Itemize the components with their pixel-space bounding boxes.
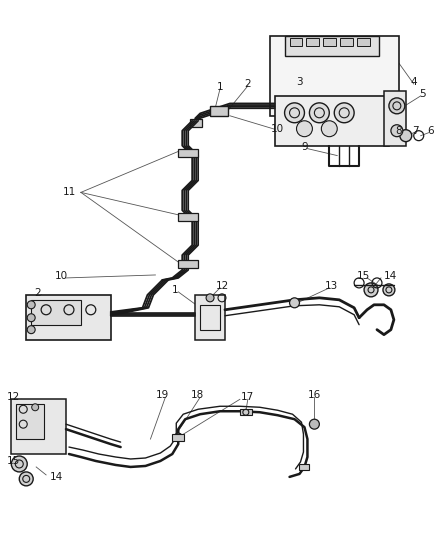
Bar bbox=[300, 464, 309, 470]
Text: 10: 10 bbox=[271, 124, 284, 134]
Circle shape bbox=[27, 314, 35, 322]
Text: 13: 13 bbox=[325, 281, 338, 291]
Circle shape bbox=[290, 298, 300, 308]
Bar bbox=[340, 38, 353, 46]
Bar bbox=[240, 409, 252, 415]
Bar bbox=[178, 149, 198, 157]
Bar bbox=[16, 404, 44, 439]
Bar bbox=[200, 305, 220, 330]
Bar bbox=[210, 106, 228, 116]
Circle shape bbox=[389, 98, 405, 114]
Circle shape bbox=[27, 301, 35, 309]
Circle shape bbox=[364, 283, 378, 297]
Text: 12: 12 bbox=[215, 281, 229, 291]
Text: 14: 14 bbox=[384, 271, 398, 281]
Circle shape bbox=[321, 121, 337, 136]
Bar bbox=[26, 295, 111, 340]
Text: 5: 5 bbox=[420, 89, 426, 99]
Text: 6: 6 bbox=[427, 126, 434, 136]
Text: 2: 2 bbox=[34, 288, 40, 298]
Text: 15: 15 bbox=[7, 456, 20, 466]
Circle shape bbox=[309, 419, 319, 429]
Bar bbox=[195, 295, 225, 340]
Text: 4: 4 bbox=[410, 77, 417, 87]
Circle shape bbox=[27, 326, 35, 334]
Circle shape bbox=[174, 433, 182, 441]
Bar bbox=[178, 260, 198, 268]
Text: 9: 9 bbox=[301, 142, 308, 151]
Text: 15: 15 bbox=[357, 271, 370, 281]
Circle shape bbox=[19, 472, 33, 486]
Bar bbox=[275, 96, 389, 146]
Circle shape bbox=[391, 125, 403, 136]
Circle shape bbox=[334, 103, 354, 123]
Circle shape bbox=[285, 103, 304, 123]
Bar bbox=[323, 38, 336, 46]
Bar bbox=[178, 213, 198, 221]
Bar bbox=[307, 38, 319, 46]
Text: 1: 1 bbox=[217, 82, 223, 92]
Circle shape bbox=[32, 404, 39, 411]
Text: 1: 1 bbox=[172, 285, 179, 295]
Circle shape bbox=[11, 456, 27, 472]
Text: 8: 8 bbox=[396, 126, 402, 136]
Bar bbox=[285, 36, 379, 56]
Text: 19: 19 bbox=[156, 390, 169, 400]
Bar bbox=[357, 38, 370, 46]
Text: 16: 16 bbox=[308, 390, 321, 400]
Circle shape bbox=[297, 121, 312, 136]
Bar bbox=[270, 36, 399, 116]
Text: 2: 2 bbox=[244, 79, 251, 89]
Text: 3: 3 bbox=[296, 77, 303, 87]
Bar bbox=[11, 399, 66, 454]
Text: 12: 12 bbox=[7, 392, 20, 402]
Bar bbox=[190, 119, 202, 127]
Circle shape bbox=[383, 284, 395, 296]
Text: 14: 14 bbox=[49, 472, 63, 482]
Text: 18: 18 bbox=[191, 390, 204, 400]
Bar bbox=[31, 300, 81, 325]
Circle shape bbox=[400, 130, 412, 142]
Circle shape bbox=[206, 294, 214, 302]
Circle shape bbox=[309, 103, 329, 123]
Bar bbox=[290, 38, 303, 46]
Text: 10: 10 bbox=[54, 271, 67, 281]
Text: 17: 17 bbox=[241, 392, 254, 402]
Text: 11: 11 bbox=[62, 188, 76, 197]
Bar bbox=[172, 434, 184, 441]
Text: 7: 7 bbox=[413, 126, 419, 136]
Bar bbox=[384, 91, 406, 146]
